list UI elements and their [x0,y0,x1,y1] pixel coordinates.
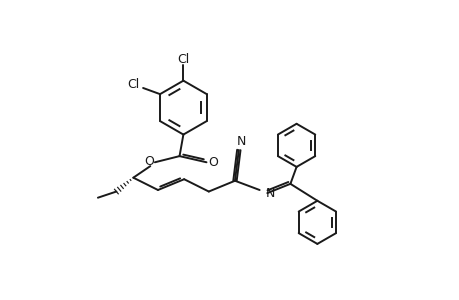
Text: O: O [144,155,153,168]
Text: Cl: Cl [177,52,189,66]
Text: Cl: Cl [127,78,139,92]
Text: N: N [236,135,245,148]
Text: O: O [208,156,218,169]
Text: N: N [265,187,274,200]
